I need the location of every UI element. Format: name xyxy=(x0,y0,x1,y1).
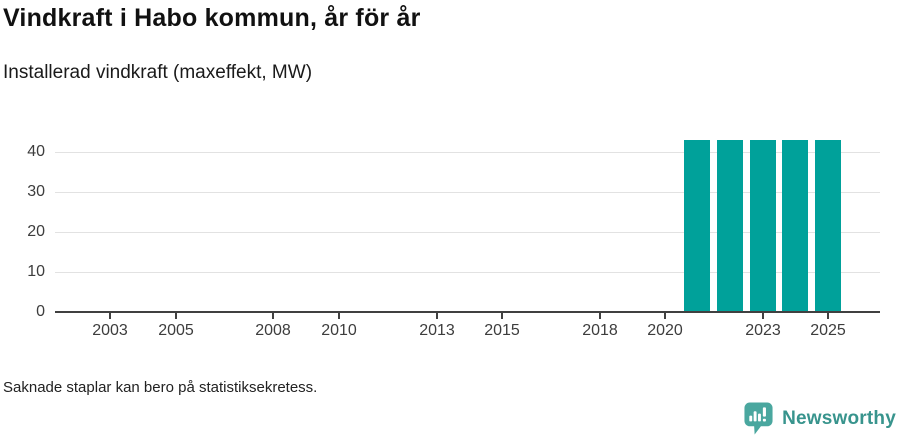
y-axis-tick-label: 30 xyxy=(27,183,45,200)
gridline-20 xyxy=(55,232,880,233)
gridline-30 xyxy=(55,192,880,193)
x-axis-tick-2005 xyxy=(175,313,177,319)
x-axis-tick-2020 xyxy=(664,313,666,319)
bar-2025 xyxy=(815,140,841,311)
x-axis-line xyxy=(55,311,880,313)
newsworthy-bubble-chart-icon xyxy=(744,402,773,435)
x-axis-tick-label: 2005 xyxy=(158,322,194,339)
y-axis-tick-label: 40 xyxy=(27,143,45,160)
x-axis-tick-label: 2023 xyxy=(745,322,781,339)
y-axis-tick-label: 20 xyxy=(27,223,45,240)
x-axis-tick-label: 2018 xyxy=(582,322,618,339)
gridline-40 xyxy=(55,152,880,153)
x-axis-tick-2010 xyxy=(338,313,340,319)
newsworthy-logo[interactable]: Newsworthy xyxy=(743,401,896,436)
bar-2021 xyxy=(684,140,710,311)
x-axis-tick-2023 xyxy=(762,313,764,319)
x-axis-tick-label: 2003 xyxy=(92,322,128,339)
y-axis-tick-label: 0 xyxy=(36,303,45,320)
x-axis-tick-2013 xyxy=(436,313,438,319)
footnote: Saknade staplar kan bero på statistiksek… xyxy=(3,379,318,396)
x-axis-tick-label: 2013 xyxy=(419,322,455,339)
x-axis-tick-label: 2015 xyxy=(484,322,520,339)
x-axis-tick-2003 xyxy=(109,313,111,319)
x-axis-tick-label: 2020 xyxy=(647,322,683,339)
x-axis-tick-2008 xyxy=(272,313,274,319)
x-axis-tick-label: 2010 xyxy=(321,322,357,339)
bar-2023 xyxy=(750,140,776,311)
x-axis-tick-label: 2008 xyxy=(255,322,291,339)
gridline-10 xyxy=(55,272,880,273)
y-axis-tick-label: 10 xyxy=(27,263,45,280)
newsworthy-wordmark: Newsworthy xyxy=(782,407,896,429)
x-axis-tick-2018 xyxy=(599,313,601,319)
bar-2022 xyxy=(717,140,743,311)
chart-title: Vindkraft i Habo kommun, år för år xyxy=(3,4,421,32)
x-axis-tick-label: 2025 xyxy=(810,322,846,339)
x-axis-tick-2025 xyxy=(827,313,829,319)
bar-2024 xyxy=(782,140,808,311)
x-axis-tick-2015 xyxy=(501,313,503,319)
chart-subtitle: Installerad vindkraft (maxeffekt, MW) xyxy=(3,62,313,83)
